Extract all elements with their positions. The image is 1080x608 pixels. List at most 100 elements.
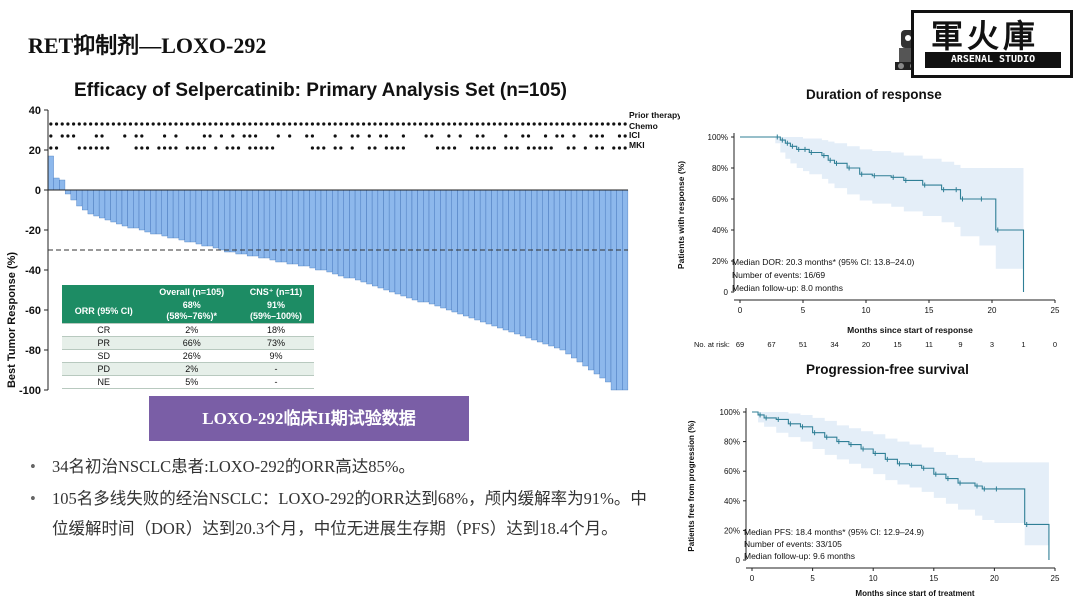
- km-x-tick-label: 25: [1051, 306, 1060, 315]
- waterfall-bar: [389, 189, 395, 293]
- prior-therapy-dot: [253, 122, 258, 126]
- prior-therapy-dot: [384, 146, 388, 150]
- dor-x-label: Months since start of response: [847, 325, 973, 335]
- prior-therapy-dot: [174, 146, 178, 150]
- bullet-dot-icon: •: [30, 489, 36, 508]
- km-y-tick-label: 0: [736, 556, 741, 565]
- prior-therapy-dot: [191, 146, 195, 150]
- waterfall-bar: [207, 189, 213, 247]
- waterfall-bar: [64, 189, 71, 195]
- km-y-tick-label: 80%: [712, 164, 728, 173]
- orr-overall: 68% (58%–76%)*: [145, 299, 238, 324]
- prior-therapy-dot: [447, 122, 451, 126]
- waterfall-bar: [70, 189, 77, 201]
- cell-overall: 2%: [145, 362, 238, 376]
- waterfall-bar: [246, 189, 253, 257]
- waterfall-bar: [184, 189, 191, 243]
- prior-therapy-dot: [509, 122, 514, 126]
- prior-therapy-dot: [100, 122, 104, 126]
- prior-therapy-dot: [185, 146, 189, 150]
- prior-therapy-dot: [521, 134, 525, 138]
- prior-therapy-dot: [310, 134, 315, 138]
- prior-therapy-dot: [401, 134, 405, 138]
- prior-therapy-dot: [356, 122, 360, 126]
- legend-ici: ICI: [629, 130, 640, 140]
- km-y-tick-label: 20%: [712, 257, 728, 266]
- prior-therapy-dot: [475, 146, 479, 150]
- prior-therapy-dot: [572, 134, 576, 138]
- waterfall-bar: [121, 189, 128, 227]
- km-y-tick-label: 0: [724, 288, 729, 297]
- orr-cns: 91% (59%–100%): [237, 299, 314, 324]
- prior-therapy-dot: [316, 122, 320, 126]
- prior-therapy-dot: [384, 134, 388, 138]
- prior-therapy-dot: [202, 146, 206, 150]
- prior-therapy-dot: [83, 146, 87, 150]
- prior-therapy-dot: [373, 146, 377, 150]
- waterfall-bar: [434, 189, 441, 307]
- prior-therapy-dot: [276, 134, 280, 138]
- prior-therapy-dot: [623, 134, 627, 138]
- prior-therapy-dot: [71, 122, 76, 126]
- prior-therapy-dot: [492, 122, 496, 126]
- prior-therapy-dot: [532, 122, 536, 126]
- waterfall-bar: [536, 189, 543, 343]
- prior-therapy-dot: [361, 122, 366, 126]
- waterfall-bar: [292, 189, 299, 265]
- prior-therapy-dot: [174, 122, 178, 126]
- bullet-list: • 34名初治NSCLC患者:LOXO-292的ORR高达85%。 • 105名多线…: [28, 452, 648, 546]
- prior-therapy-dot: [600, 122, 605, 126]
- waterfall-bar: [337, 189, 344, 277]
- prior-therapy-dot: [481, 134, 485, 138]
- waterfall-bar: [303, 189, 310, 267]
- prior-therapy-dot: [305, 134, 309, 138]
- waterfall-bar: [218, 189, 225, 251]
- waterfall-bar: [588, 189, 594, 371]
- prior-therapy-dot: [373, 122, 377, 126]
- prior-therapy-dot: [578, 122, 582, 126]
- prior-therapy-dot: [100, 146, 104, 150]
- prior-therapy-dot: [106, 146, 110, 150]
- prior-therapy-dot: [66, 122, 70, 126]
- prior-therapy-dot: [174, 134, 178, 138]
- cell-label: PD: [62, 362, 146, 376]
- at-risk-value: 15: [893, 340, 901, 349]
- bullet-dot-icon: •: [30, 457, 36, 476]
- waterfall-bar: [554, 189, 560, 349]
- waterfall-bar: [616, 189, 623, 391]
- prior-therapy-dot: [543, 122, 548, 126]
- trial-banner: LOXO-292临床II期试验数据: [149, 396, 469, 441]
- orr-cns-value: 91%: [266, 300, 285, 310]
- prior-therapy-dot: [259, 146, 263, 150]
- waterfall-bar: [138, 189, 145, 231]
- prior-therapy-dot: [49, 134, 53, 138]
- orr-overall-value: 68%: [182, 300, 201, 310]
- waterfall-chart: 40 20 0 -20 -40 -60 -80 -100 Best Tumor Respons…: [6, 105, 680, 397]
- waterfall-bar: [622, 189, 629, 391]
- prior-therapy-dot: [202, 122, 206, 126]
- waterfall-bar: [354, 189, 361, 281]
- prior-therapy-dot: [379, 122, 383, 126]
- at-risk-value: 3: [990, 340, 994, 349]
- cell-label: SD: [62, 349, 146, 363]
- prior-therapy-dot: [447, 134, 451, 138]
- ci-band: [740, 137, 1024, 292]
- at-risk-value: 69: [736, 340, 744, 349]
- table-row-ne: NE 5% -: [62, 375, 314, 389]
- prior-therapy-dot: [316, 146, 320, 150]
- prior-therapy-dot: [89, 122, 93, 126]
- prior-therapy-dot: [435, 146, 440, 150]
- km-y-tick-label: 40%: [712, 226, 728, 235]
- waterfall-bar: [133, 189, 140, 229]
- prior-therapy-dot: [49, 146, 53, 150]
- prior-therapy-dot: [589, 122, 593, 126]
- prior-therapy-dot: [271, 122, 275, 126]
- prior-therapy-dot: [549, 146, 553, 150]
- prior-therapy-dot: [492, 146, 496, 150]
- prior-therapy-dot: [66, 134, 70, 138]
- prior-therapy-dot: [401, 122, 405, 126]
- prior-therapy-dot: [464, 122, 468, 126]
- waterfall-y-tick-label: -20: [25, 225, 41, 237]
- prior-therapy-dot: [595, 146, 599, 150]
- km-x-tick-label: 15: [925, 306, 934, 315]
